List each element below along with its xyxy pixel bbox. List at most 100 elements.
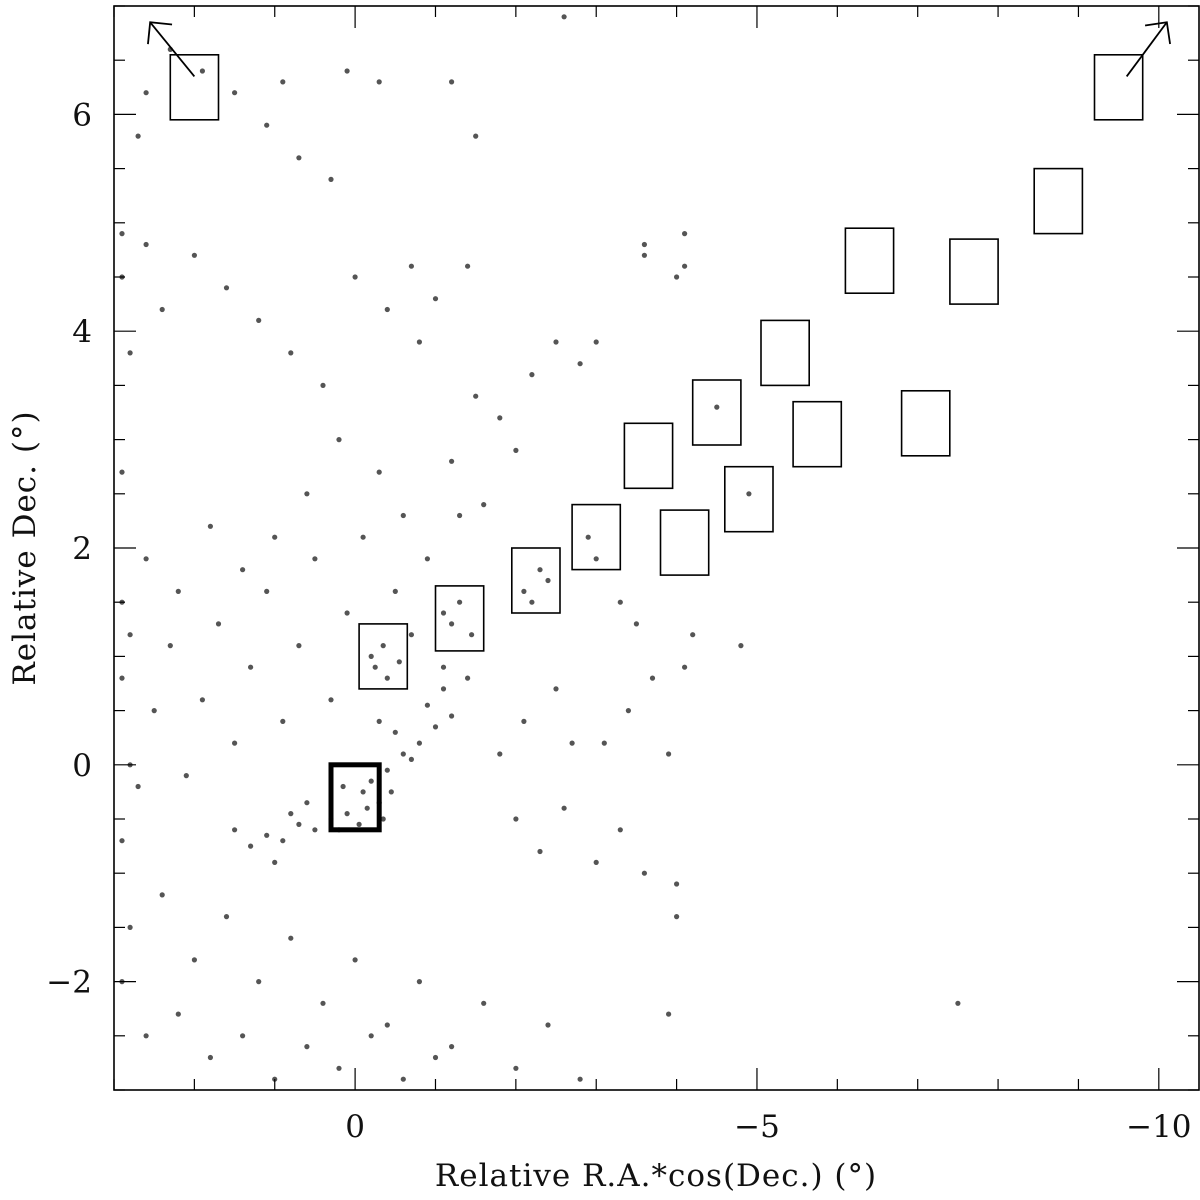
star-point — [344, 68, 350, 74]
field-box — [1093, 53, 1144, 121]
star-point — [593, 859, 599, 866]
star-point — [666, 1011, 672, 1017]
star-point — [151, 708, 157, 714]
star-point — [288, 935, 294, 941]
star-point — [344, 610, 350, 616]
star-point — [585, 534, 591, 540]
star-point — [408, 263, 414, 269]
y-axis-label: Relative Dec. (°) — [7, 410, 43, 685]
star-point — [223, 285, 230, 291]
direction-arrow — [147, 21, 196, 78]
field-box — [760, 319, 811, 387]
star-point — [521, 718, 527, 725]
y-tick-label: 6 — [72, 97, 92, 133]
star-point — [304, 491, 310, 497]
star-point — [473, 393, 479, 399]
star-point — [529, 372, 535, 378]
star-point — [304, 800, 310, 806]
star-point — [380, 816, 386, 822]
arrow-shaft — [1125, 21, 1168, 77]
star-point — [376, 718, 382, 725]
star-point — [738, 643, 744, 649]
star-point — [256, 317, 262, 323]
x-tick-label: 0 — [345, 1109, 365, 1145]
star-point — [288, 811, 294, 817]
star-point — [384, 767, 390, 773]
star-point — [674, 914, 680, 920]
star-point — [119, 469, 125, 475]
star-point — [481, 502, 487, 508]
star-point — [674, 274, 680, 280]
star-point — [368, 1033, 374, 1039]
star-points — [119, 14, 961, 1082]
star-point — [392, 729, 398, 735]
star-point — [561, 14, 567, 20]
star-point — [340, 783, 346, 790]
star-point — [577, 361, 583, 367]
field-box — [723, 465, 774, 533]
star-point — [577, 1076, 583, 1082]
star-point — [424, 702, 430, 708]
star-point — [497, 415, 503, 421]
star-point — [473, 133, 479, 139]
star-point — [232, 90, 238, 96]
star-point — [641, 241, 648, 248]
star-point — [207, 1054, 213, 1061]
star-point — [127, 632, 133, 638]
star-point — [633, 621, 640, 627]
field-box — [169, 53, 220, 121]
star-point — [159, 306, 165, 313]
star-point — [449, 79, 455, 85]
y-tick-label: 4 — [72, 314, 92, 350]
star-point — [368, 778, 374, 784]
field-box — [358, 623, 409, 690]
star-point — [416, 979, 422, 985]
star-point — [256, 979, 262, 985]
star-point — [215, 621, 222, 627]
star-point — [601, 740, 607, 746]
star-point — [360, 789, 366, 795]
star-point — [384, 675, 390, 681]
star-point — [272, 859, 278, 866]
star-point — [248, 664, 254, 670]
star-point — [465, 263, 471, 269]
star-point — [336, 1065, 342, 1071]
star-point — [545, 577, 551, 584]
star-point — [143, 556, 149, 562]
star-point — [440, 610, 447, 616]
star-point — [296, 821, 302, 828]
star-point — [449, 713, 455, 719]
star-point — [513, 816, 519, 822]
star-point — [553, 686, 559, 692]
y-tick-label: 2 — [72, 531, 92, 567]
star-point — [199, 68, 205, 74]
star-point — [240, 1033, 246, 1039]
star-point — [143, 241, 149, 248]
x-tick-label: −5 — [734, 1109, 780, 1145]
star-point — [388, 789, 394, 795]
star-point — [127, 924, 133, 931]
star-point — [666, 751, 672, 757]
star-point — [449, 621, 455, 627]
x-axis-label: Relative R.A.*cos(Dec.) (°) — [435, 1158, 877, 1194]
star-point — [400, 512, 406, 519]
star-point — [304, 1044, 310, 1050]
star-point — [641, 870, 648, 876]
direction-arrow — [1125, 21, 1171, 77]
star-point — [513, 447, 519, 453]
star-point — [183, 773, 189, 779]
star-point — [135, 133, 141, 139]
star-point — [143, 90, 149, 96]
star-point — [119, 838, 125, 844]
star-point — [191, 252, 197, 258]
star-point — [400, 1076, 406, 1082]
star-point — [135, 783, 141, 790]
x-tick-label: −10 — [1126, 1109, 1191, 1145]
star-point — [537, 567, 543, 573]
star-point — [457, 512, 463, 519]
survey-fields — [169, 53, 1144, 833]
star-point — [280, 718, 286, 725]
star-point — [288, 350, 294, 356]
star-point — [553, 339, 559, 345]
